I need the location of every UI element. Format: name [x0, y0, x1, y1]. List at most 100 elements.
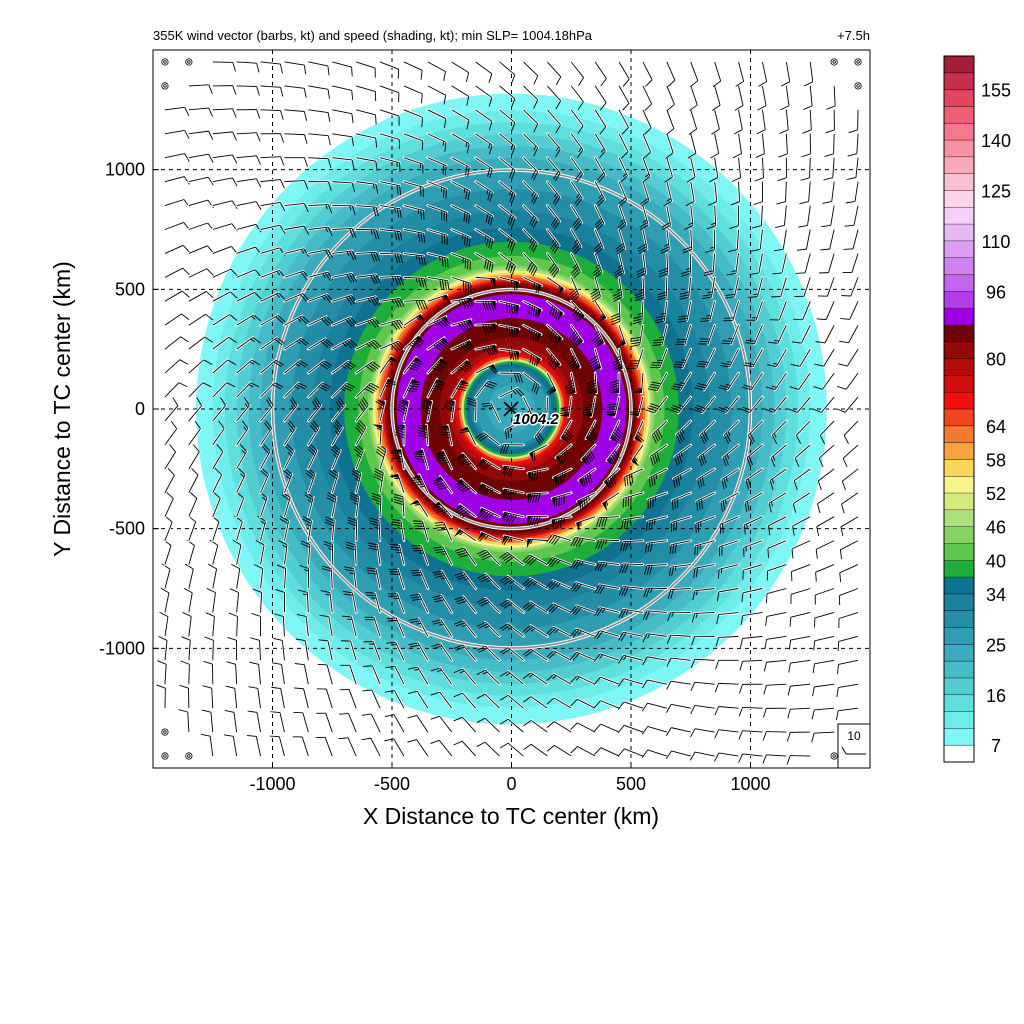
wind-barb — [426, 228, 449, 245]
wind-barb — [426, 377, 446, 399]
wind-barb — [744, 467, 764, 490]
wind-barb — [259, 420, 273, 447]
wind-barb — [580, 443, 597, 466]
wind-barb — [402, 132, 424, 151]
wind-barb — [211, 358, 237, 375]
wind-barb — [649, 443, 669, 466]
wind-barb — [744, 323, 764, 345]
wind-barb — [714, 751, 740, 762]
wind-barb — [594, 746, 621, 758]
wind-barb — [378, 296, 405, 308]
wind-barb — [753, 180, 764, 206]
wind-barb — [546, 228, 561, 254]
x-tick-label: -500 — [374, 774, 410, 794]
wind-barb — [232, 539, 243, 566]
wind-barb — [454, 477, 477, 495]
wind-barb — [787, 682, 812, 696]
wind-barb — [187, 175, 214, 186]
wind-barb — [369, 517, 382, 542]
wind-barb — [522, 60, 540, 85]
wind-barb — [378, 355, 399, 375]
x-axis-title: X Distance to TC center (km) — [363, 803, 659, 829]
wind-barb — [499, 670, 525, 686]
wind-barb — [426, 357, 448, 375]
colorbar-swatch — [944, 392, 974, 410]
wind-barb — [570, 604, 597, 616]
wind-barb — [675, 419, 693, 444]
wind-barb — [690, 704, 716, 715]
wind-barb — [326, 492, 338, 519]
wind-barb — [450, 378, 470, 399]
wind-barb — [768, 467, 788, 490]
wind-barb — [411, 473, 430, 495]
wind-barb — [645, 395, 669, 415]
wind-barb — [812, 395, 836, 414]
colorbar-swatch — [944, 341, 974, 360]
wind-barb — [689, 60, 700, 88]
wind-barb — [283, 247, 310, 257]
wind-barb — [187, 397, 203, 423]
wind-barb — [248, 686, 262, 710]
wind-barb — [187, 335, 213, 351]
wind-barb — [340, 663, 358, 686]
wind-barb — [388, 568, 406, 590]
wind-barb — [522, 156, 539, 181]
wind-barb — [474, 108, 494, 131]
wind-barb — [546, 556, 573, 567]
wind-barb — [799, 180, 812, 205]
wind-barb — [730, 180, 741, 206]
colorbar-label: 16 — [986, 686, 1006, 706]
wind-barb — [593, 299, 608, 323]
wind-barb — [726, 252, 740, 276]
wind-barb — [474, 379, 497, 399]
wind-barb — [632, 299, 645, 325]
wind-barb — [385, 665, 406, 686]
wind-barb — [718, 515, 740, 534]
wind-barb — [474, 343, 498, 356]
wind-barb — [767, 515, 788, 536]
wind-barb — [330, 204, 356, 215]
wind-barb — [259, 381, 284, 399]
wind-barb — [430, 739, 454, 758]
wind-barb — [546, 276, 566, 297]
wind-barb — [824, 132, 836, 157]
wind-barb — [279, 515, 290, 542]
wind-barb — [283, 224, 310, 235]
wind-barb — [819, 252, 836, 274]
colorbar-swatch — [944, 644, 974, 662]
wind-barb — [593, 228, 605, 255]
wind-barb — [614, 252, 625, 279]
wind-barb — [426, 108, 448, 129]
wind-barb — [499, 646, 525, 662]
wind-barb — [616, 323, 627, 348]
wind-barb — [330, 337, 357, 351]
wind-barb — [622, 491, 645, 508]
wind-barb — [499, 551, 525, 566]
wind-barb — [275, 588, 286, 614]
wind-barb — [617, 180, 629, 207]
wind-barb — [163, 152, 190, 162]
wind-barb — [734, 84, 745, 111]
wind-barb — [586, 371, 598, 395]
wind-barb — [307, 132, 331, 146]
wind-barb — [259, 269, 286, 279]
wind-barb — [679, 276, 693, 300]
wind-barb — [208, 563, 218, 590]
wind-barb — [696, 467, 716, 489]
wind-barb — [402, 156, 425, 174]
wind-barb — [546, 673, 573, 686]
wind-barb — [526, 515, 549, 526]
calm-marker — [185, 752, 193, 760]
wind-barb — [570, 697, 597, 710]
wind-barb — [570, 721, 597, 734]
wind-barb — [575, 491, 597, 510]
wind-barb — [617, 84, 631, 111]
wind-barb — [642, 678, 669, 689]
wind-barb — [546, 625, 573, 638]
wind-barb — [354, 228, 380, 240]
wind-barb — [767, 347, 788, 368]
wind-barb — [163, 129, 190, 140]
wind-barb — [593, 156, 607, 183]
wind-barb — [362, 664, 382, 686]
wind-barb — [745, 443, 764, 467]
